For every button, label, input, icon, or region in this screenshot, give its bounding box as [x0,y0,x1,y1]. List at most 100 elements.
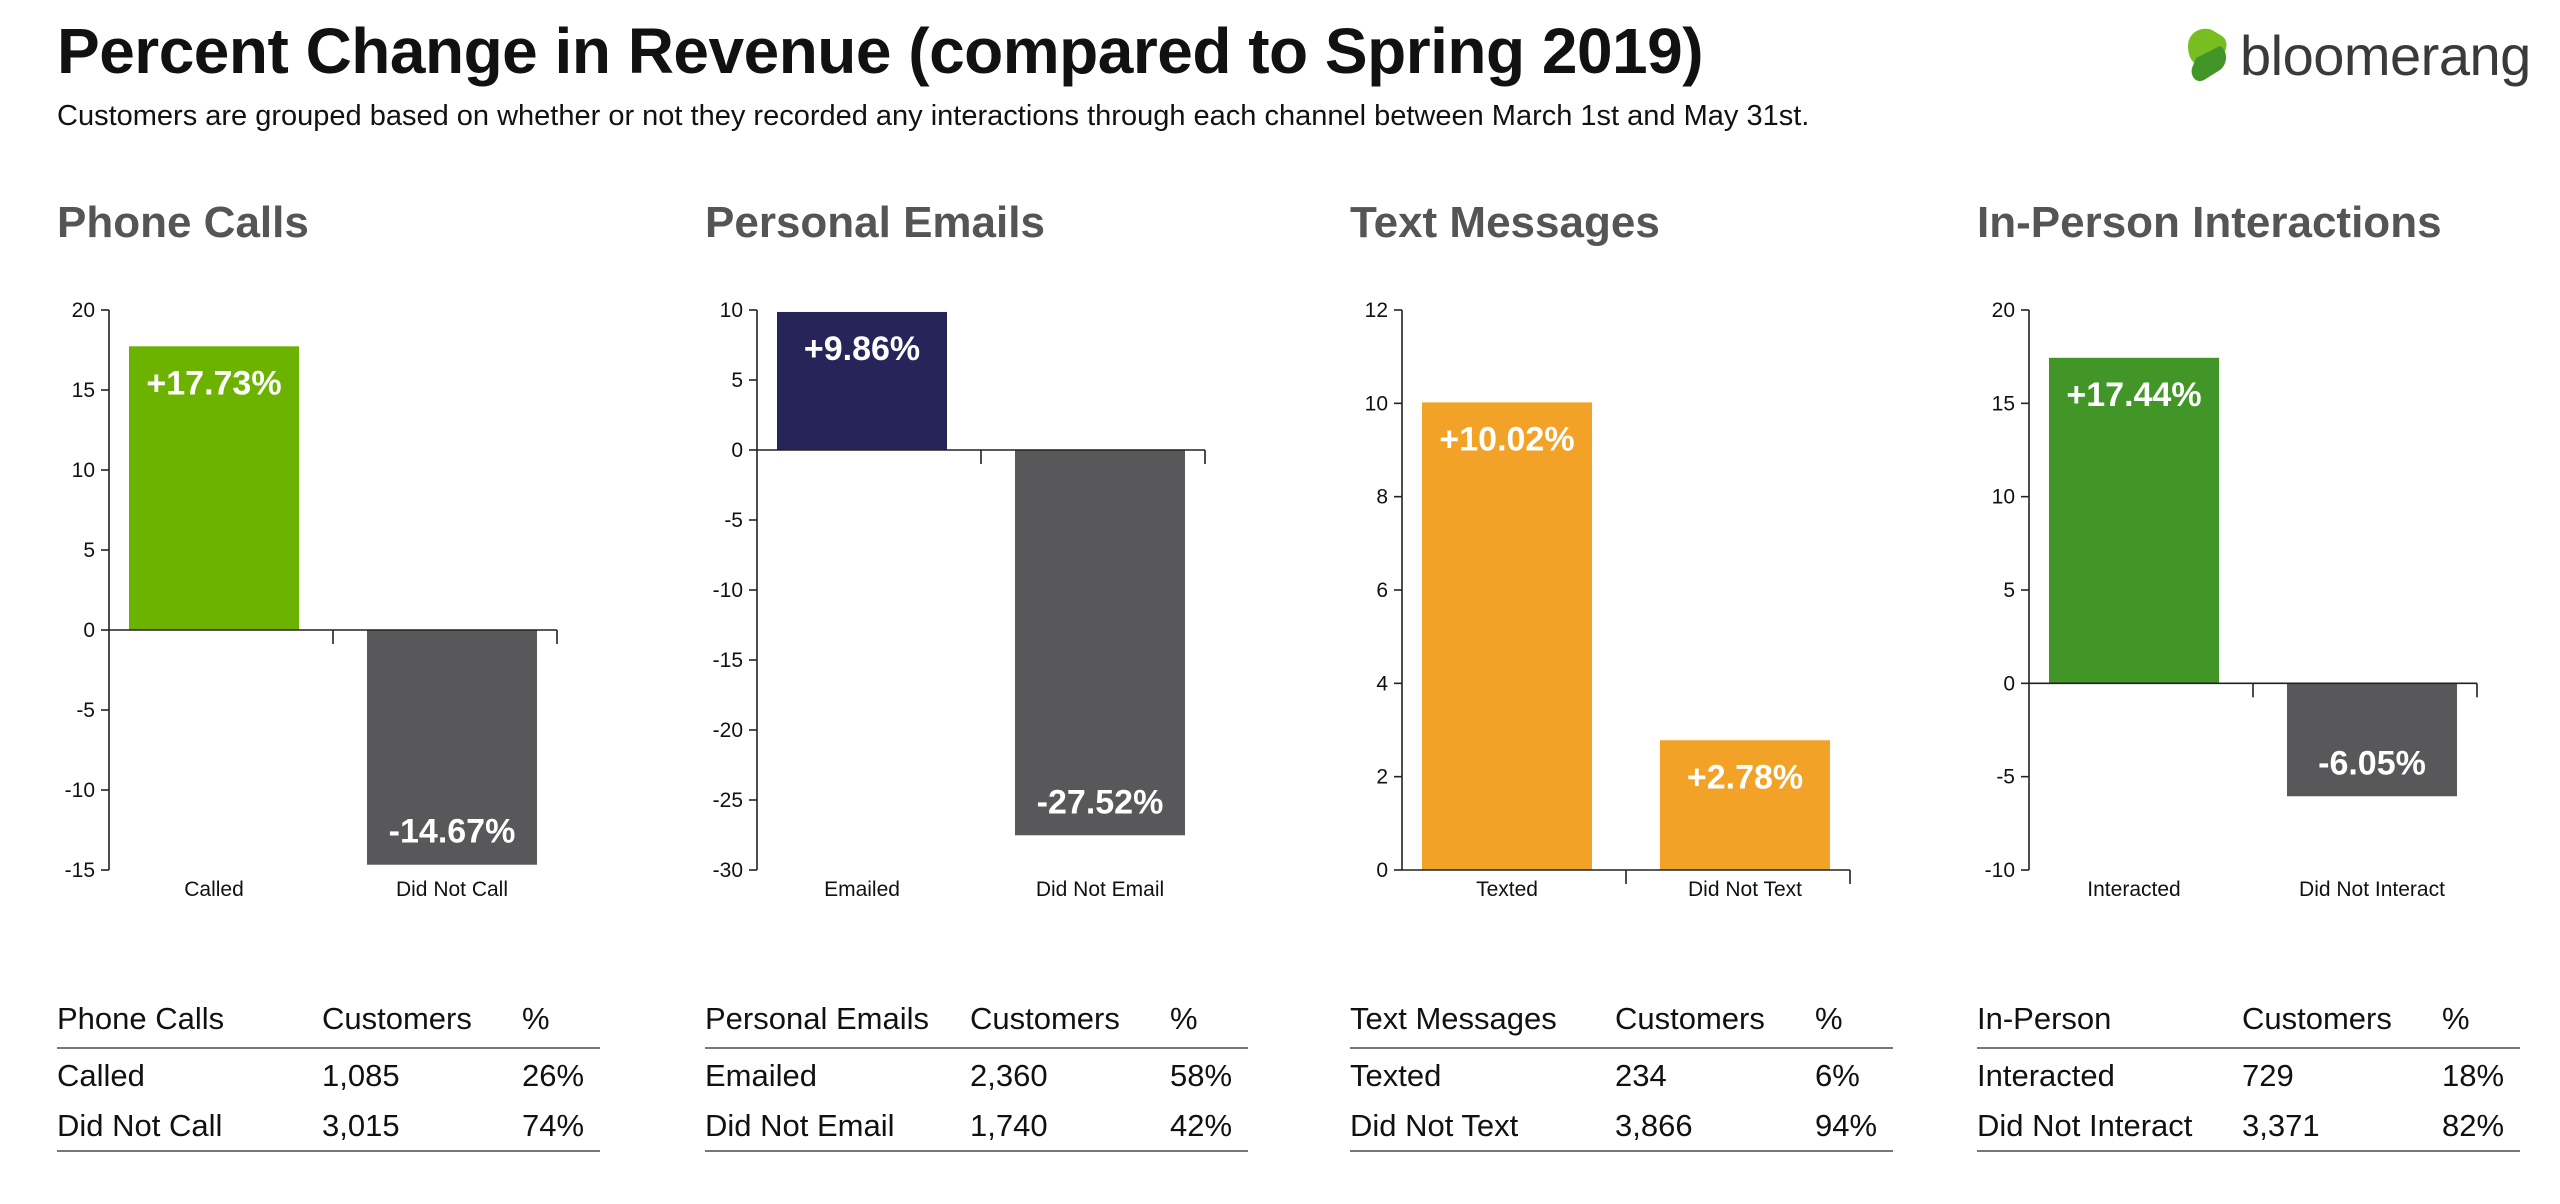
y-tick-label: -10 [713,579,743,602]
chart-phone-calls: 20 15 10 5 0 -5 -10 -15 +17.73% Called -14.67% Did … [65,299,558,901]
panel-phone-calls: Phone Calls 20 15 10 5 0 -5 -10 -15 +17.73% Calle… [57,0,657,1204]
table-cell: 1,740 [970,1099,1170,1152]
table-row: Did Not Email 1,740 42% [705,1099,1248,1152]
table-cell: Did Not Interact [1977,1099,2242,1152]
bloomerang-leaf-icon [2188,28,2227,82]
x-tick-label: Called [184,878,244,901]
y-tick-label: 12 [1365,299,1388,322]
y-tick-label: 20 [72,299,95,322]
data-label: -27.52% [1037,783,1164,821]
y-tick-label: 5 [731,369,743,392]
y-tick-label: 0 [2003,672,2015,695]
page-title: Percent Change in Revenue (compared to S… [57,15,1704,87]
table-header-row: Text Messages Customers % [1350,995,1893,1049]
y-tick-label: -20 [713,719,743,742]
table-cell: 82% [2442,1099,2520,1152]
x-tick-label: Emailed [824,878,900,901]
x-tick-label: Texted [1476,878,1538,901]
bar [1015,450,1185,836]
table-header: % [522,995,600,1049]
data-label: -6.05% [2318,744,2426,782]
stats-table-phone-calls: Phone Calls Customers % Called 1,085 26%… [57,995,600,1152]
y-tick-label: 5 [2003,579,2015,602]
table-header: Customers [970,995,1170,1049]
y-tick-label: -5 [76,699,95,722]
table-row: Texted 234 6% [1350,1048,1893,1099]
y-tick-label: 0 [83,619,95,642]
data-label: +17.73% [146,364,281,402]
bar [2049,357,2219,684]
table-row: Did Not Call 3,015 74% [57,1099,600,1152]
x-tick-label: Did Not Email [1036,878,1164,901]
data-label: +2.78% [1687,758,1803,796]
y-tick-label: 4 [1376,672,1388,695]
y-tick-label: 6 [1376,579,1388,602]
table-header: % [1815,995,1893,1049]
table-header-row: Personal Emails Customers % [705,995,1248,1049]
y-tick-label: -5 [1996,766,2015,789]
table-cell: 729 [2242,1058,2294,1093]
y-tick-label: 8 [1376,486,1388,509]
data-label: +17.44% [2066,376,2201,414]
brand-logo: bloomerang [2182,20,2531,90]
table-cell: Emailed [705,1058,817,1093]
panel-in-person-interactions: In-Person Interactions 20 15 10 5 0 -5 -10 +17.… [1977,0,2560,1204]
page-subtitle: Customers are grouped based on whether o… [57,100,1810,132]
x-tick-label: Did Not Interact [2299,878,2445,901]
bar [129,346,299,630]
panel-text-messages: Text Messages 12 10 8 6 4 2 0 +10.02% Texted +2.7… [1350,0,1950,1204]
data-label: +9.86% [804,330,920,368]
y-tick-label: -25 [713,789,743,812]
panel-title: Text Messages [1350,198,1660,247]
y-tick-label: 20 [1992,299,2015,322]
table-header-row: In-Person Customers % [1977,995,2520,1049]
data-label: +10.02% [1439,420,1574,458]
table-header: Customers [2242,995,2442,1049]
table-cell: Texted [1350,1058,1442,1093]
table-header: Customers [322,995,522,1049]
y-tick-label: 2 [1376,766,1388,789]
x-tick-label: Interacted [2087,878,2180,901]
y-tick-label: 5 [83,539,95,562]
table-cell: 2,360 [970,1058,1048,1093]
table-header: Personal Emails [705,995,970,1049]
panel-title: Phone Calls [57,198,309,247]
table-cell: 26% [522,1058,585,1093]
table-cell: Did Not Call [57,1099,322,1152]
table-header: Customers [1615,995,1815,1049]
y-tick-label: -30 [713,859,743,882]
y-tick-label: 15 [72,379,95,402]
table-cell: 74% [522,1099,600,1152]
y-tick-label: -15 [713,649,743,672]
table-cell: Called [57,1058,145,1093]
table-header-row: Phone Calls Customers % [57,995,600,1049]
y-tick-label: 10 [72,459,95,482]
y-tick-label: 0 [731,439,743,462]
table-cell: 3,371 [2242,1099,2442,1152]
table-cell: 3,866 [1615,1099,1815,1152]
bar [367,630,537,865]
y-tick-label: -5 [724,509,743,532]
y-tick-label: 10 [1365,392,1388,415]
table-cell: 6% [1815,1058,1860,1093]
table-header: % [1170,995,1248,1049]
chart-in-person-interactions: 20 15 10 5 0 -5 -10 +17.44% Interacted -6.05% Did … [1985,299,2478,901]
logo-text: bloomerang [2240,23,2531,87]
y-tick-label: 10 [1992,486,2015,509]
table-row: Emailed 2,360 58% [705,1048,1248,1099]
stats-table-personal-emails: Personal Emails Customers % Emailed 2,36… [705,995,1248,1152]
table-header: Text Messages [1350,995,1615,1049]
table-row: Called 1,085 26% [57,1048,600,1099]
table-cell: 18% [2442,1058,2505,1093]
table-cell: 3,015 [322,1099,522,1152]
table-row: Did Not Text 3,866 94% [1350,1099,1893,1152]
table-header: Phone Calls [57,995,322,1049]
table-row: Did Not Interact 3,371 82% [1977,1099,2520,1152]
y-tick-label: -10 [1985,859,2015,882]
table-cell: 234 [1615,1058,1667,1093]
bar [1660,740,1830,870]
table-cell: 1,085 [322,1058,400,1093]
table-cell: 42% [1170,1099,1248,1152]
panel-title: In-Person Interactions [1977,198,2442,247]
table-cell: Did Not Email [705,1099,970,1152]
